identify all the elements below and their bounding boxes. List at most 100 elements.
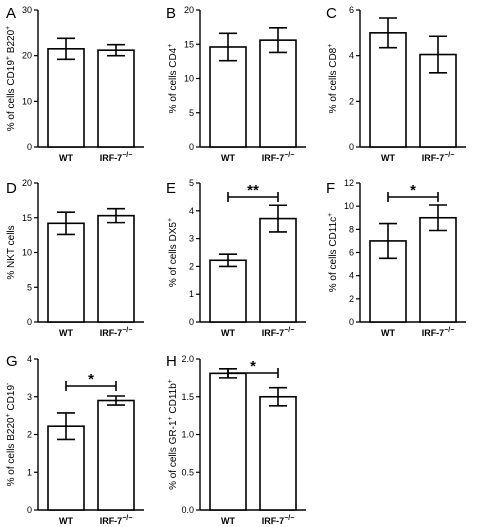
category-label-wt: WT [59,516,73,526]
bar-wt [209,46,247,148]
category-name: IRF-7 [422,328,445,338]
y-tick-label: 2 [27,430,32,440]
bar-irf7 [259,395,297,511]
category-name: WT [381,153,395,163]
y-tick-label: 0.0 [181,505,194,515]
y-axis-label-main: % of cells GR-1 [168,420,179,490]
y-tick-label: 2.0 [181,354,194,364]
category-name: IRF-7 [262,153,285,163]
category-label-irf7: IRF-7−/− [100,327,133,338]
y-axis-label-main: % of cells DX5 [168,222,179,287]
y-tick-label: 3 [189,234,194,244]
panel-g: G 0 1 2 3 4 % of cells B220+ CD19- WT IRF-7−/− * [5,353,144,526]
y-tick-label: 0 [27,317,32,327]
y-tick-label: 20 [184,5,194,15]
category-label-irf7: IRF-7−/− [262,152,295,163]
category-label-wt: WT [221,516,235,526]
y-tick-label: 0 [349,142,354,152]
category-superscript: −/− [444,327,454,334]
y-axis-label-main: % of cells CD4 [168,47,179,113]
y-tick-label: 20 [22,51,32,61]
category-superscript: −/− [122,515,132,522]
panel-letter: D [6,180,17,197]
category-name: WT [381,328,395,338]
y-axis-label-main: % of cells CD8 [328,47,339,113]
y-axis-label-main: % of cells CD19 [6,60,17,132]
category-label-wt: WT [59,153,73,163]
category-name: WT [221,153,235,163]
panel-letter: C [326,5,337,22]
significance-label: * [88,371,94,388]
y-tick-label: 10 [184,74,194,84]
y-axis-label-sup: + [167,218,174,222]
y-axis-label-main: % of cells B220 [6,417,17,486]
y-axis-label-main: % of cells CD11c [328,217,339,292]
y-tick-label: 6 [349,5,354,15]
y-tick-label: 3 [27,392,32,402]
category-label-irf7: IRF-7−/− [422,327,455,338]
y-axis-label-sup: + [327,213,334,217]
bar-wt [47,48,85,148]
panel-letter: F [326,180,335,197]
category-name: IRF-7 [100,516,123,526]
y-tick-label: 0 [189,142,194,152]
y-tick-label: 6 [349,248,354,258]
y-tick-label: 30 [22,5,32,15]
y-tick-label: 2 [349,294,354,304]
category-name: WT [59,516,73,526]
y-axis-label: % of cells B220+ CD19- [5,382,17,486]
panel-letter: G [6,353,18,370]
y-axis-label: % of cells CD4+ [167,44,179,114]
y-axis-label-mid: CD11b [168,383,179,417]
category-label-irf7: IRF-7−/− [262,327,295,338]
panel-h: H0.00.51.01.52.0% of cells GR-1+ CD11b+W… [166,353,306,526]
y-tick-label: 5 [27,282,32,292]
panel-c: C 0 2 4 6 % of cells CD8+ WT IRF-7−/− [326,5,466,163]
bar-wt [209,259,247,323]
category-name: IRF-7 [100,153,123,163]
y-tick-label: 15 [184,39,194,49]
y-axis-label-sup: + [167,416,174,420]
bar-irf7 [259,217,297,323]
panel-e: E 0 1 2 3 4 5 % of cells DX5+ WT IRF-7−/− ** [166,178,306,338]
y-axis-label-sup: + [5,56,12,60]
y-tick-label: 12 [344,178,354,188]
y-axis-label-sup: + [167,44,174,48]
y-axis-label-sup: - [5,382,12,385]
y-tick-label: 0 [27,142,32,152]
bar-irf7 [419,216,457,323]
panel-d: D 0 5 10 15 20 % NKT cells WT IRF-7−/− [6,178,144,338]
y-axis-label-sup: + [5,26,12,30]
y-axis-label-sup: + [5,413,12,417]
category-superscript: −/− [284,327,294,334]
category-label-irf7: IRF-7−/− [100,515,133,526]
y-axis-label: % of cells DX5+ [167,218,179,287]
y-tick-label: 20 [22,178,32,188]
y-axis-label: % of cells CD11c+ [327,213,339,293]
y-axis-label-sup: + [327,44,334,48]
y-tick-label: 0.5 [181,467,194,477]
bar-wt [209,372,247,511]
y-tick-label: 15 [22,213,32,223]
significance-label: * [250,358,256,375]
y-tick-label: 10 [22,96,32,106]
y-axis-label: % of cells GR-1+ CD11b+ [167,379,179,490]
bar-irf7 [97,399,135,511]
y-tick-label: 1.0 [181,430,194,440]
y-tick-label: 4 [27,354,32,364]
category-label-wt: WT [381,328,395,338]
y-axis-label: % NKT cells [6,225,17,279]
category-name: WT [221,516,235,526]
bar-irf7 [97,214,135,323]
bar-wt [369,32,407,148]
bar-irf7 [97,49,135,148]
y-tick-label: 4 [189,206,194,216]
y-axis-label-mid: B220 [6,29,17,56]
y-axis-label: % of cells CD8+ [327,44,339,114]
panel-letter: H [166,353,177,370]
category-name: IRF-7 [100,328,123,338]
category-name: IRF-7 [262,328,285,338]
category-superscript: −/− [122,327,132,334]
